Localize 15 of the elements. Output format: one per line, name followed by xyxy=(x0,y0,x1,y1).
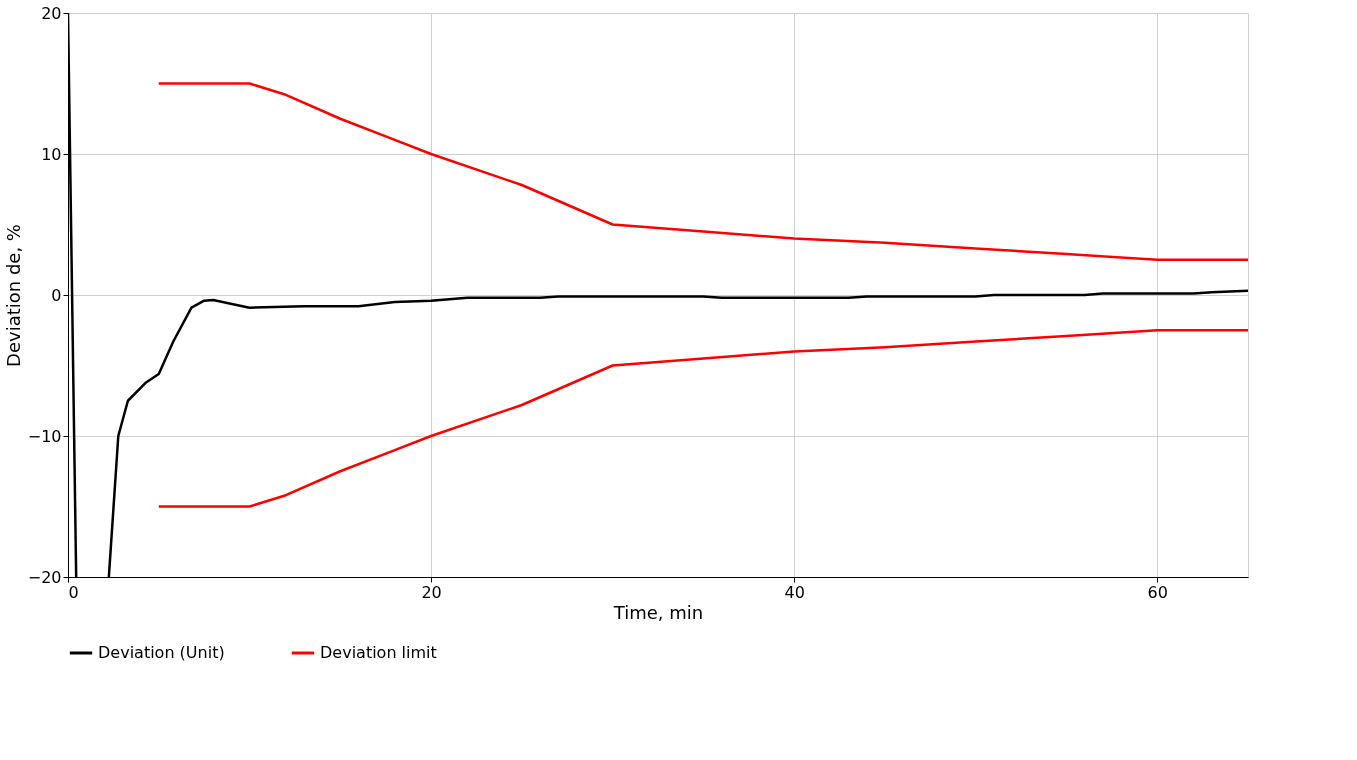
x-tick-label: 0 xyxy=(68,582,79,602)
x-tick-label: 60 xyxy=(1147,582,1168,602)
y-tick-label: 20 xyxy=(41,3,62,23)
y-tick-label: 0 xyxy=(51,285,62,305)
y-tick-label: 10 xyxy=(41,144,62,164)
line-series xyxy=(157,329,1248,508)
x-tick-label: 40 xyxy=(784,582,805,602)
y-tick-label: −20 xyxy=(27,567,62,587)
x-tick-label: 20 xyxy=(421,582,442,602)
y-tick-label: −10 xyxy=(27,426,62,446)
y-axis-title: Deviation de, % xyxy=(2,224,24,367)
line-series xyxy=(157,82,1248,261)
x-axis-title: Time, min xyxy=(612,601,704,623)
legend-label: Deviation limit xyxy=(320,643,437,662)
legend-label: Deviation (Unit) xyxy=(98,643,225,662)
